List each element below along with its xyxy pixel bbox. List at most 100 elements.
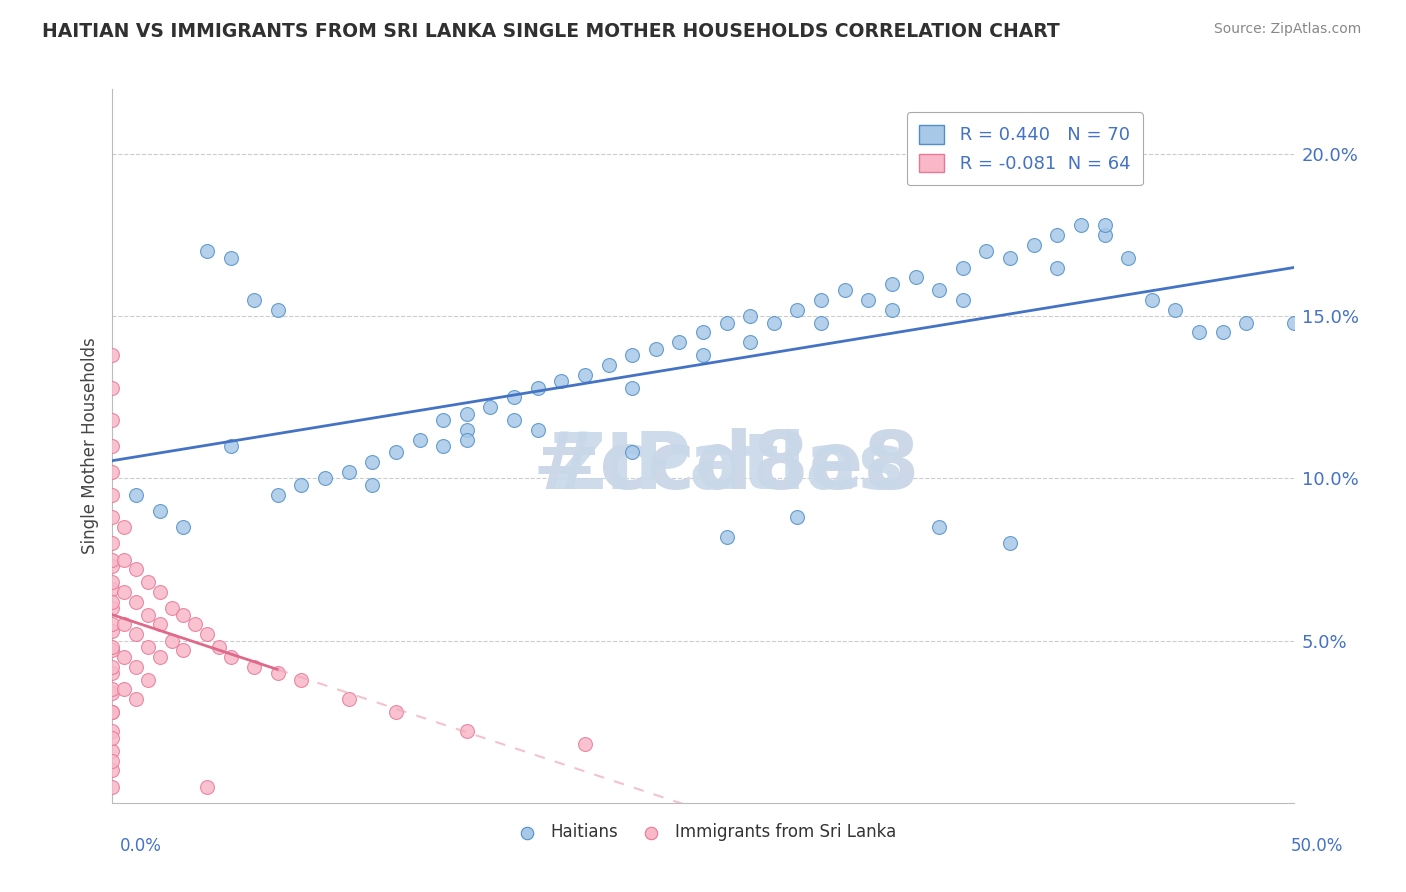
- Point: [716, 530, 738, 544]
- Point: [149, 649, 172, 664]
- Point: [456, 423, 478, 437]
- Point: [1070, 219, 1092, 233]
- Point: [112, 585, 135, 599]
- Point: [101, 731, 124, 745]
- Point: [184, 617, 207, 632]
- Point: [101, 536, 124, 550]
- Point: [243, 659, 266, 673]
- Point: [786, 510, 808, 524]
- Point: [952, 293, 974, 307]
- Point: [172, 520, 194, 534]
- Point: [149, 504, 172, 518]
- Point: [432, 413, 454, 427]
- Point: [880, 277, 903, 291]
- Point: [267, 488, 290, 502]
- Point: [195, 627, 218, 641]
- Point: [692, 326, 714, 340]
- Point: [998, 251, 1021, 265]
- Point: [219, 251, 242, 265]
- Point: [136, 673, 159, 687]
- Point: [314, 471, 336, 485]
- Point: [432, 439, 454, 453]
- Point: [740, 335, 762, 350]
- Point: [550, 374, 572, 388]
- Point: [136, 607, 159, 622]
- Point: [101, 666, 124, 681]
- Point: [1140, 293, 1163, 307]
- Point: [101, 465, 124, 479]
- Point: [101, 764, 124, 778]
- Point: [1164, 302, 1187, 317]
- Point: [149, 617, 172, 632]
- Point: [219, 439, 242, 453]
- Point: [267, 666, 290, 681]
- Point: [125, 562, 148, 576]
- Point: [479, 400, 502, 414]
- Point: [208, 640, 231, 654]
- Point: [101, 724, 124, 739]
- Point: [101, 559, 124, 574]
- Point: [101, 595, 124, 609]
- Point: [668, 335, 690, 350]
- Point: [1116, 251, 1139, 265]
- Point: [1188, 326, 1211, 340]
- Point: [112, 649, 135, 664]
- Y-axis label: Single Mother Households: Single Mother Households: [80, 338, 98, 554]
- Text: 0.0%: 0.0%: [120, 837, 162, 855]
- Point: [101, 624, 124, 638]
- Point: [503, 390, 526, 404]
- Point: [456, 724, 478, 739]
- Point: [1282, 316, 1305, 330]
- Point: [598, 358, 620, 372]
- Point: [621, 348, 644, 362]
- Text: #ccd8e8: #ccd8e8: [533, 428, 921, 507]
- Point: [101, 413, 124, 427]
- Point: [290, 673, 312, 687]
- Point: [716, 316, 738, 330]
- Point: [101, 617, 124, 632]
- Text: ZIPatlas: ZIPatlas: [550, 429, 904, 506]
- Legend: Haitians, Immigrants from Sri Lanka: Haitians, Immigrants from Sri Lanka: [503, 817, 903, 848]
- Point: [101, 705, 124, 719]
- Point: [125, 627, 148, 641]
- Point: [952, 260, 974, 275]
- Point: [574, 738, 596, 752]
- Point: [290, 478, 312, 492]
- Point: [125, 659, 148, 673]
- Point: [456, 433, 478, 447]
- Point: [101, 744, 124, 758]
- Point: [621, 445, 644, 459]
- Point: [112, 520, 135, 534]
- Point: [101, 643, 124, 657]
- Point: [243, 293, 266, 307]
- Point: [834, 283, 856, 297]
- Point: [692, 348, 714, 362]
- Point: [160, 601, 183, 615]
- Point: [904, 270, 927, 285]
- Point: [858, 293, 880, 307]
- Point: [101, 601, 124, 615]
- Point: [172, 607, 194, 622]
- Point: [526, 381, 548, 395]
- Point: [976, 244, 998, 259]
- Point: [1212, 326, 1234, 340]
- Point: [1234, 316, 1257, 330]
- Point: [101, 685, 124, 699]
- Point: [337, 465, 360, 479]
- Point: [195, 780, 218, 794]
- Point: [456, 407, 478, 421]
- Point: [195, 244, 218, 259]
- Point: [112, 682, 135, 697]
- Point: [101, 640, 124, 654]
- Point: [112, 617, 135, 632]
- Point: [928, 520, 950, 534]
- Point: [526, 423, 548, 437]
- Point: [101, 582, 124, 596]
- Point: [786, 302, 808, 317]
- Point: [125, 692, 148, 706]
- Point: [101, 682, 124, 697]
- Point: [101, 659, 124, 673]
- Point: [385, 445, 408, 459]
- Point: [101, 575, 124, 590]
- Point: [101, 705, 124, 719]
